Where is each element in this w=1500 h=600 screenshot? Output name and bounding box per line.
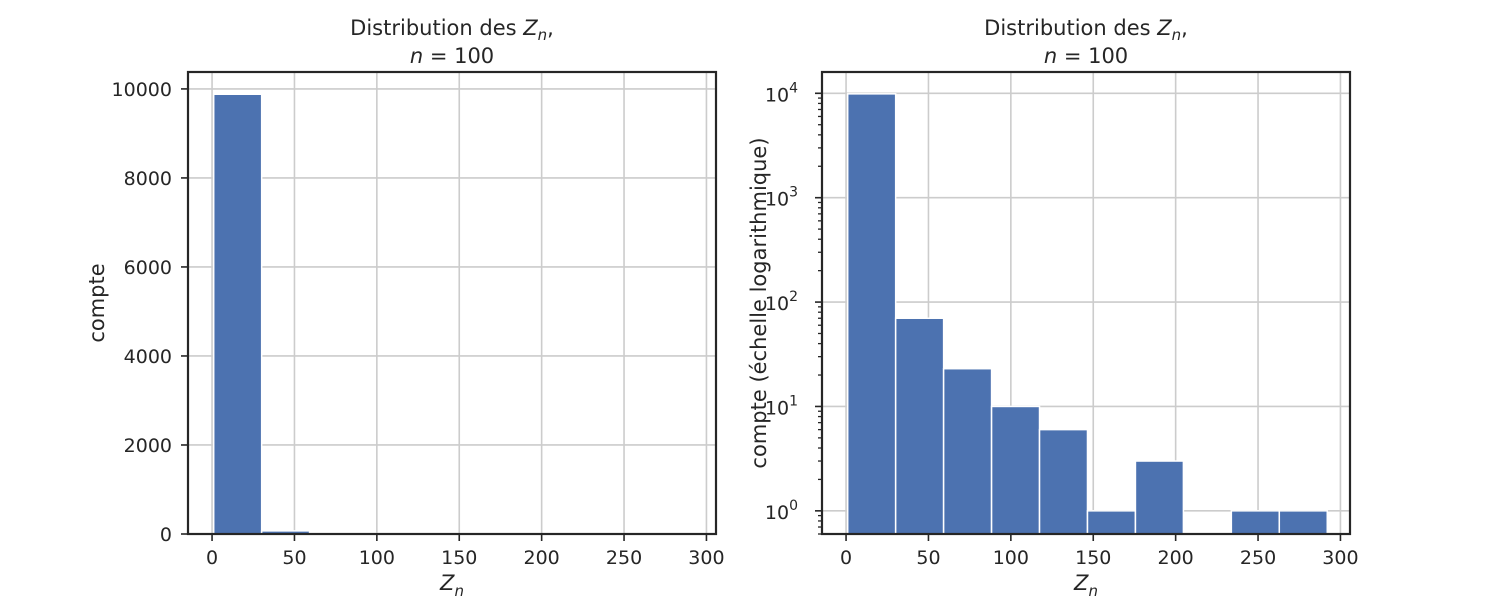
y-tick-label: 4000 — [124, 346, 172, 368]
y-tick-exponent: 4 — [789, 80, 798, 96]
x-axis: 0 50 100 150 200 250 300 — [206, 534, 725, 569]
x-tick-label: 100 — [359, 547, 395, 569]
subtitle-variable: n — [1044, 44, 1057, 68]
title-variable: Z — [522, 16, 538, 40]
chart-title: Distribution des Zn, — [984, 16, 1188, 44]
chart-title: Distribution des Zn, — [350, 16, 554, 44]
histogram-bar — [1038, 428, 1089, 535]
histogram-bar — [1278, 510, 1329, 535]
x-axis-label-subscript: n — [454, 582, 464, 600]
y-tick-label: 102 — [765, 289, 798, 315]
histogram-bar — [990, 405, 1041, 535]
histogram-bar — [942, 367, 993, 535]
title-prefix: Distribution des — [984, 16, 1157, 40]
x-tick-label: 0 — [206, 547, 218, 569]
y-tick-exponent: 3 — [789, 185, 798, 201]
x-tick-label: 100 — [993, 547, 1029, 569]
x-tick-label: 150 — [1075, 547, 1111, 569]
subtitle-variable: n — [410, 44, 423, 68]
y-tick-base: 10 — [765, 293, 789, 315]
title-prefix: Distribution des — [350, 16, 523, 40]
grid — [188, 72, 716, 535]
histogram-bar — [846, 93, 897, 535]
y-tick-label: 104 — [765, 80, 798, 106]
y-axis: 0 2000 4000 6000 8000 10000 — [112, 79, 188, 546]
bars — [846, 93, 1329, 535]
y-tick-label: 8000 — [124, 168, 172, 190]
subtitle-value: = 100 — [1057, 44, 1128, 68]
x-axis-label: Zn — [1073, 571, 1098, 600]
x-tick-label: 250 — [606, 547, 642, 569]
chart-subtitle: n = 100 — [410, 44, 494, 68]
x-tick-label: 250 — [1240, 547, 1276, 569]
y-axis-label: compte — [85, 263, 109, 342]
x-tick-label: 0 — [840, 547, 852, 569]
histogram-bar — [1230, 510, 1281, 535]
x-axis: 0 50 100 150 200 250 300 — [840, 534, 1359, 569]
y-tick-base: 10 — [765, 397, 789, 419]
y-tick-label: 100 — [765, 498, 798, 524]
histogram-linear-chart: 0 50 100 150 200 250 300 0 2000 4000 6000 8000 10000… — [85, 16, 725, 600]
chart-subtitle: n = 100 — [1044, 44, 1128, 68]
title-subscript: n — [538, 26, 548, 44]
y-tick-base: 10 — [765, 189, 789, 211]
histogram-bar — [894, 317, 945, 535]
x-tick-label: 50 — [916, 547, 940, 569]
y-tick-label: 2000 — [124, 435, 172, 457]
x-axis-label: Zn — [439, 571, 464, 600]
histogram-bar — [212, 93, 263, 535]
plot-frame — [820, 70, 1352, 536]
y-tick-base: 10 — [765, 502, 789, 524]
y-tick-exponent: 0 — [789, 498, 798, 514]
subtitle-value: = 100 — [423, 44, 494, 68]
x-axis-label-variable: Z — [439, 571, 455, 595]
y-tick-label: 0 — [160, 524, 172, 546]
y-tick-label: 101 — [765, 393, 798, 419]
histogram-bar — [1134, 460, 1185, 535]
x-tick-label: 50 — [282, 547, 306, 569]
x-axis-label-variable: Z — [1073, 571, 1089, 595]
x-tick-label: 300 — [1322, 547, 1358, 569]
title-variable: Z — [1156, 16, 1172, 40]
y-tick-exponent: 2 — [789, 289, 798, 305]
x-tick-label: 150 — [441, 547, 477, 569]
y-tick-exponent: 1 — [789, 393, 798, 409]
y-axis-label: compte (échelle logarithmique) — [747, 137, 771, 468]
y-tick-base: 10 — [765, 84, 789, 106]
y-tick-label: 10000 — [112, 79, 172, 101]
title-suffix: , — [547, 16, 554, 40]
title-subscript: n — [1172, 26, 1182, 44]
bars — [212, 93, 695, 535]
x-tick-label: 300 — [688, 547, 724, 569]
x-axis-label-subscript: n — [1088, 582, 1098, 600]
histogram-bar — [1086, 510, 1137, 535]
plot-frame — [186, 70, 718, 536]
x-tick-label: 200 — [524, 547, 560, 569]
title-suffix: , — [1181, 16, 1188, 40]
y-tick-label: 6000 — [124, 257, 172, 279]
histogram-log-chart: 0 50 100 150 200 250 300100101102103104Distrib… — [747, 16, 1359, 600]
x-tick-label: 200 — [1158, 547, 1194, 569]
y-tick-label: 103 — [765, 185, 798, 211]
